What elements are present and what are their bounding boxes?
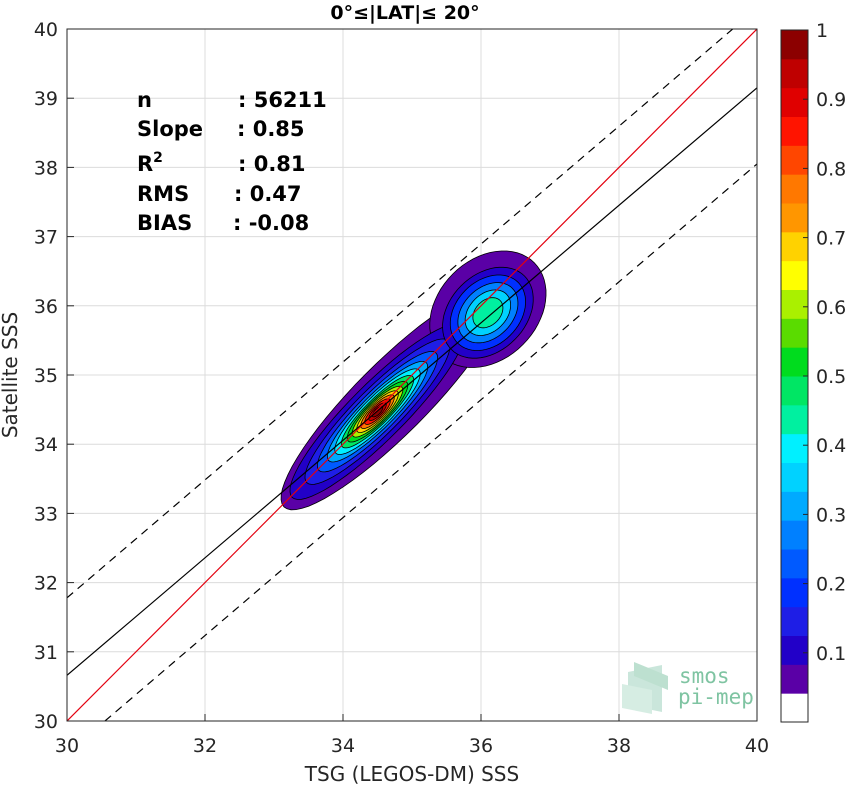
colorbar-segment bbox=[781, 116, 808, 146]
colorbar-tick-label: 0.8 bbox=[816, 158, 846, 180]
x-axis-label: TSG (LEGOS-DM) SSS bbox=[304, 762, 519, 786]
x-tick-label: 38 bbox=[607, 735, 631, 757]
colorbar-segment bbox=[781, 635, 808, 665]
grid bbox=[66, 28, 758, 722]
stat-label: RMS bbox=[137, 182, 189, 206]
y-tick-label: 34 bbox=[34, 434, 58, 456]
axis-ticks: 30 32 34 36 38 40 30 31 32 33 34 35 36 37 38 39 40 bbox=[34, 19, 769, 757]
colorbar-segment bbox=[781, 87, 808, 117]
colorbar-tick-label: 0.4 bbox=[816, 435, 846, 457]
colorbar-segment bbox=[781, 347, 808, 377]
y-tick-label: 38 bbox=[34, 157, 58, 179]
colorbar-tick-label: 0.3 bbox=[816, 504, 846, 526]
colorbar-segment bbox=[781, 203, 808, 233]
colorbar-segment bbox=[781, 693, 808, 723]
y-tick-label: 36 bbox=[34, 296, 58, 318]
upper-bound-line bbox=[67, 29, 734, 599]
stat-label: BIAS bbox=[137, 211, 192, 235]
colorbar-segment bbox=[781, 404, 808, 435]
stat-value: : 56211 bbox=[238, 88, 327, 112]
colorbar-tick-label: 0.9 bbox=[816, 89, 846, 111]
y-tick-label: 35 bbox=[34, 365, 58, 387]
colorbar-segment bbox=[781, 174, 808, 204]
colorbar-segment bbox=[781, 664, 808, 694]
watermark-line-2: pi-mep bbox=[678, 685, 754, 709]
one-to-one-line bbox=[67, 29, 757, 721]
colorbar-segment bbox=[781, 318, 808, 348]
stat-value: : -0.08 bbox=[233, 211, 309, 235]
colorbar-tick-label: 0.6 bbox=[816, 297, 846, 319]
colorbar-segment bbox=[781, 58, 808, 89]
colorbar-segment bbox=[781, 462, 808, 492]
density-contour bbox=[472, 297, 504, 329]
watermark-line-1: smos bbox=[679, 664, 730, 688]
stat-value: : 0.47 bbox=[234, 182, 302, 206]
colorbar-tick-label: 0.2 bbox=[816, 574, 846, 596]
x-tick-label: 40 bbox=[745, 735, 769, 757]
x-tick-label: 30 bbox=[55, 735, 79, 757]
y-axis-label: Satellite SSS bbox=[0, 312, 22, 438]
colorbar-tick-label: 0.7 bbox=[816, 228, 846, 250]
y-tick-label: 37 bbox=[34, 227, 58, 249]
stat-superscript: 2 bbox=[153, 150, 163, 166]
stat-value: : 0.81 bbox=[238, 152, 306, 176]
colorbar-segment bbox=[781, 549, 808, 579]
colorbar-segment bbox=[781, 433, 808, 463]
lower-bound-line bbox=[104, 163, 757, 721]
stat-label: n bbox=[137, 88, 152, 112]
colorbar-segment bbox=[781, 491, 808, 521]
chart-title: 0°≤|LAT|≤ 20° bbox=[330, 2, 479, 24]
y-tick-label: 30 bbox=[34, 711, 58, 733]
colorbar-segment bbox=[781, 289, 808, 319]
x-tick-label: 32 bbox=[193, 735, 217, 757]
colorbar-segment bbox=[781, 520, 808, 550]
colorbar-tick-label: 0.1 bbox=[816, 643, 846, 665]
y-tick-label: 31 bbox=[34, 642, 58, 664]
reference-lines bbox=[67, 29, 757, 721]
colorbar-segment bbox=[781, 606, 808, 636]
y-tick-label: 33 bbox=[34, 503, 58, 525]
smos-pi-mep-logo: smos pi-mep bbox=[622, 662, 754, 714]
colorbar-tick-label: 1 bbox=[816, 20, 828, 42]
regression-line bbox=[67, 87, 757, 676]
colorbar-segment bbox=[781, 260, 808, 290]
colorbar-segment bbox=[781, 145, 808, 175]
colorbar-segment bbox=[781, 30, 808, 60]
y-tick-label: 40 bbox=[34, 19, 58, 41]
stat-label: Slope bbox=[137, 117, 203, 141]
stat-value: : 0.85 bbox=[237, 117, 305, 141]
y-tick-label: 32 bbox=[34, 573, 58, 595]
colorbar-tick-label: 0.5 bbox=[816, 366, 846, 388]
x-tick-label: 34 bbox=[331, 735, 355, 757]
y-tick-label: 39 bbox=[34, 88, 58, 110]
colorbar-segment bbox=[781, 231, 808, 262]
colorbar-segment bbox=[781, 577, 808, 608]
colorbar: 0.1 0.2 0.3 0.4 0.5 0.6 0.7 0.8 0.9 1 bbox=[780, 20, 846, 723]
x-tick-label: 36 bbox=[469, 735, 493, 757]
colorbar-segment bbox=[781, 376, 808, 406]
